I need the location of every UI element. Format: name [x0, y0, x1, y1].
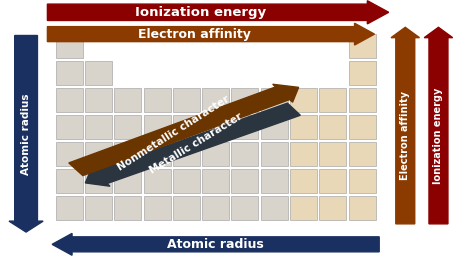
- Bar: [55, 142, 82, 166]
- Bar: [55, 169, 82, 193]
- Bar: [55, 34, 82, 58]
- Bar: [349, 34, 376, 58]
- FancyArrow shape: [391, 27, 419, 224]
- Bar: [202, 169, 229, 193]
- Bar: [261, 169, 288, 193]
- Bar: [202, 142, 229, 166]
- Bar: [55, 88, 82, 112]
- Bar: [349, 142, 376, 166]
- Text: Atomic radius: Atomic radius: [21, 93, 31, 174]
- FancyArrow shape: [9, 35, 43, 232]
- Bar: [261, 115, 288, 139]
- Text: Metallic character: Metallic character: [148, 112, 244, 176]
- Bar: [173, 142, 200, 166]
- Bar: [144, 169, 171, 193]
- Bar: [349, 196, 376, 219]
- Bar: [290, 142, 317, 166]
- Bar: [85, 196, 112, 219]
- Bar: [85, 61, 112, 85]
- Text: Nonmetallic character: Nonmetallic character: [116, 94, 232, 173]
- Bar: [144, 88, 171, 112]
- Bar: [290, 115, 317, 139]
- Bar: [85, 115, 112, 139]
- Bar: [290, 196, 317, 219]
- Bar: [349, 115, 376, 139]
- Bar: [55, 61, 82, 85]
- Bar: [173, 196, 200, 219]
- Bar: [261, 196, 288, 219]
- Bar: [319, 169, 346, 193]
- Bar: [261, 88, 288, 112]
- Bar: [114, 115, 141, 139]
- Text: Ionization energy: Ionization energy: [136, 6, 266, 19]
- Bar: [85, 169, 112, 193]
- Bar: [114, 142, 141, 166]
- FancyArrow shape: [85, 103, 301, 186]
- Bar: [55, 115, 82, 139]
- Bar: [173, 115, 200, 139]
- Bar: [231, 169, 258, 193]
- Bar: [144, 196, 171, 219]
- Bar: [173, 169, 200, 193]
- FancyArrow shape: [69, 84, 299, 176]
- Bar: [202, 88, 229, 112]
- FancyArrow shape: [424, 27, 453, 224]
- Bar: [231, 142, 258, 166]
- Text: Electron affinity: Electron affinity: [138, 28, 251, 41]
- Bar: [114, 196, 141, 219]
- Bar: [319, 88, 346, 112]
- Bar: [144, 115, 171, 139]
- Bar: [114, 169, 141, 193]
- Bar: [319, 142, 346, 166]
- FancyArrow shape: [52, 233, 379, 255]
- Bar: [231, 88, 258, 112]
- Bar: [144, 142, 171, 166]
- Text: Ionization energy: Ionization energy: [433, 87, 444, 184]
- Bar: [231, 196, 258, 219]
- Bar: [349, 61, 376, 85]
- Bar: [319, 115, 346, 139]
- Bar: [85, 88, 112, 112]
- Bar: [290, 88, 317, 112]
- Bar: [85, 142, 112, 166]
- Text: Electron affinity: Electron affinity: [400, 91, 410, 180]
- FancyArrow shape: [47, 23, 374, 45]
- FancyArrow shape: [47, 1, 389, 24]
- Bar: [55, 196, 82, 219]
- Bar: [290, 169, 317, 193]
- Bar: [114, 88, 141, 112]
- Bar: [202, 196, 229, 219]
- Text: Atomic radius: Atomic radius: [167, 238, 264, 251]
- Bar: [173, 88, 200, 112]
- Bar: [261, 142, 288, 166]
- Bar: [349, 88, 376, 112]
- Bar: [319, 196, 346, 219]
- Bar: [349, 169, 376, 193]
- Bar: [231, 115, 258, 139]
- Bar: [202, 115, 229, 139]
